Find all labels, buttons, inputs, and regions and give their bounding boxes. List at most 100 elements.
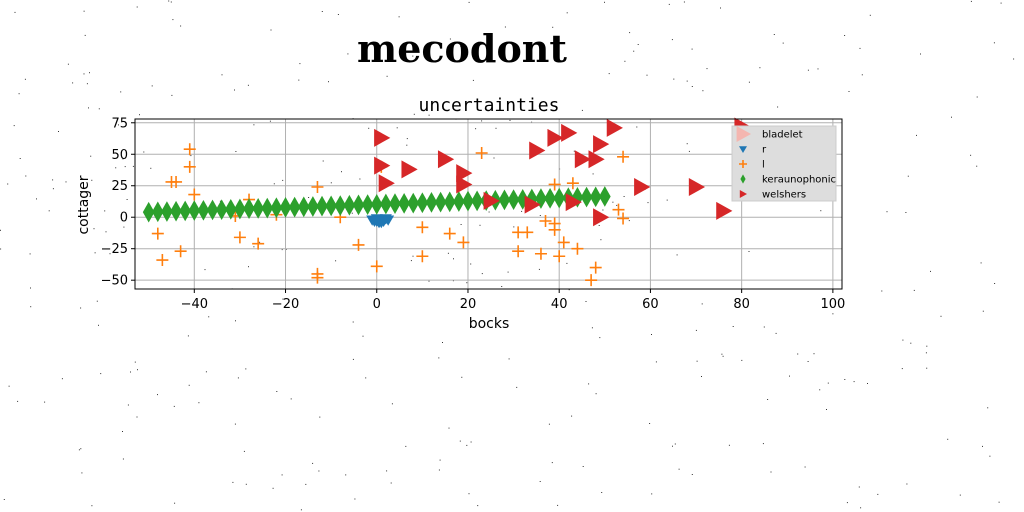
background-speck: [907, 175, 909, 177]
figure-suptitle: mecodont: [357, 26, 567, 71]
background-speck: [920, 53, 921, 55]
background-speck: [826, 409, 827, 410]
background-speck: [600, 239, 602, 241]
background-speck: [168, 0, 170, 2]
point-l: [553, 250, 566, 263]
point-keraunophonic: [361, 194, 374, 215]
background-speck: [281, 474, 283, 476]
background-speck: [96, 300, 98, 302]
background-speck: [770, 471, 772, 473]
background-speck: [198, 402, 200, 404]
background-speck: [701, 303, 703, 305]
background-speck: [763, 326, 765, 328]
point-keraunophonic: [389, 193, 401, 214]
background-speck: [472, 79, 474, 81]
point-keraunophonic: [425, 192, 438, 213]
background-speck: [65, 181, 67, 183]
background-speck: [581, 109, 583, 111]
background-speck: [906, 483, 908, 485]
background-speck: [1013, 58, 1015, 60]
background-speck: [25, 175, 27, 177]
background-speck: [438, 357, 440, 359]
point-keraunophonic: [215, 199, 228, 221]
background-speck: [253, 246, 255, 248]
background-speck: [174, 502, 176, 504]
background-speck: [970, 0, 972, 2]
background-speck: [691, 474, 693, 475]
point-l: [252, 237, 265, 250]
point-keraunophonic: [380, 193, 392, 215]
background-speck: [396, 127, 398, 129]
legend-entry: keraunophonic: [740, 174, 836, 186]
background-speck: [122, 158, 124, 160]
point-welshers: [547, 128, 564, 147]
background-speck: [748, 81, 750, 83]
background-speck: [36, 198, 37, 200]
background-speck: [81, 472, 83, 474]
background-speck: [123, 226, 125, 228]
point-l: [534, 247, 547, 260]
background-speck: [860, 507, 862, 509]
legend-label: bladelet: [762, 130, 803, 141]
background-speck: [388, 46, 390, 48]
background-speck: [691, 86, 693, 87]
background-speck: [122, 458, 124, 460]
background-speck: [566, 262, 568, 264]
background-speck: [666, 199, 668, 201]
background-speck: [582, 466, 584, 467]
background-speck: [300, 509, 302, 511]
background-speck: [655, 361, 657, 363]
background-speck: [591, 327, 593, 329]
background-speck: [980, 262, 982, 264]
background-speck: [926, 345, 928, 347]
background-speck: [775, 332, 777, 334]
background-speck: [219, 200, 221, 202]
background-speck: [538, 268, 540, 270]
background-speck: [243, 450, 245, 452]
background-speck: [347, 53, 349, 55]
background-speck: [651, 493, 653, 495]
background-speck: [701, 376, 702, 377]
background-speck: [84, 34, 86, 36]
background-speck: [901, 368, 903, 370]
background-speck: [204, 269, 206, 271]
background-speck: [352, 358, 354, 360]
background-speck: [782, 42, 784, 44]
point-l: [475, 147, 488, 159]
point-keraunophonic: [142, 201, 155, 223]
background-speck: [126, 199, 128, 200]
background-speck: [337, 14, 339, 15]
point-keraunophonic: [553, 187, 566, 209]
point-welshers: [588, 150, 605, 169]
background-speck: [853, 381, 855, 383]
axes-frame: [134, 118, 843, 290]
background-speck: [573, 150, 575, 152]
background-speck: [448, 427, 450, 429]
y-axis-label: cottager: [76, 175, 92, 234]
background-speck: [930, 270, 931, 272]
x-tick-label: 60: [642, 297, 659, 312]
background-speck: [848, 91, 850, 92]
background-speck: [83, 73, 85, 75]
point-keraunophonic: [161, 201, 173, 222]
background-speck: [312, 462, 314, 464]
background-speck: [877, 493, 879, 495]
legend-marker: [739, 160, 747, 168]
background-speck: [0, 229, 1, 231]
point-welshers: [378, 174, 395, 193]
point-keraunophonic: [197, 199, 210, 221]
legend-entry: r: [739, 145, 767, 156]
plot-area: [142, 117, 820, 287]
background-speck: [633, 50, 635, 52]
point-l: [457, 236, 470, 249]
background-speck: [551, 462, 553, 464]
background-speck: [495, 127, 497, 129]
background-speck: [91, 505, 93, 507]
background-speck: [98, 324, 99, 326]
background-speck: [741, 359, 743, 361]
background-speck: [647, 202, 649, 204]
background-speck: [732, 326, 734, 327]
point-keraunophonic: [434, 191, 447, 213]
background-speck: [976, 96, 978, 98]
